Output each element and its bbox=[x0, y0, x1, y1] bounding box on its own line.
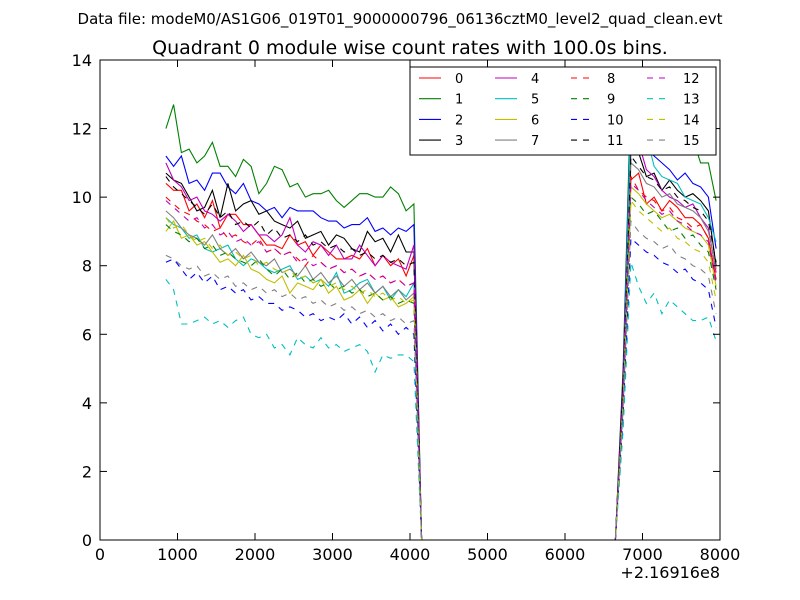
x-tick-label: 7000 bbox=[622, 545, 663, 564]
y-tick-label: 0 bbox=[82, 531, 92, 550]
x-tick-label: 6000 bbox=[545, 545, 586, 564]
series-line-6 bbox=[165, 185, 717, 541]
x-tick-label: 3000 bbox=[312, 545, 353, 564]
chart-title: Quadrant 0 module wise count rates with … bbox=[152, 37, 668, 59]
legend-label: 9 bbox=[607, 93, 615, 108]
x-tick-label: 1000 bbox=[157, 545, 198, 564]
series-line-0 bbox=[165, 172, 717, 541]
legend-label: 15 bbox=[683, 134, 700, 149]
series-line-10 bbox=[165, 237, 717, 541]
series-line-1 bbox=[165, 90, 717, 541]
y-tick-label: 14 bbox=[72, 51, 92, 70]
plot-area bbox=[165, 90, 717, 541]
series-line-13 bbox=[165, 262, 717, 541]
legend-label: 7 bbox=[531, 134, 539, 149]
y-tick-label: 8 bbox=[82, 257, 92, 276]
x-offset-label: +2.16916e8 bbox=[620, 563, 720, 582]
series-line-8 bbox=[165, 174, 717, 541]
legend-label: 4 bbox=[531, 72, 539, 87]
x-tick-label: 0 bbox=[95, 545, 105, 564]
y-tick-label: 6 bbox=[82, 325, 92, 344]
x-tick-label: 2000 bbox=[235, 545, 276, 564]
x-tick-label: 4000 bbox=[390, 545, 431, 564]
series-line-7 bbox=[165, 161, 717, 541]
y-tick-label: 2 bbox=[82, 462, 92, 481]
legend-label: 3 bbox=[455, 134, 463, 149]
series-line-4 bbox=[165, 121, 717, 541]
chart-suptitle: Data file: modeM0/AS1G06_019T01_90000007… bbox=[78, 10, 723, 29]
series-line-2 bbox=[165, 111, 717, 541]
y-tick-label: 12 bbox=[72, 120, 92, 139]
legend-label: 14 bbox=[683, 113, 700, 128]
axes: 0 1000 2000 3000 4000 5000 6000 7000 80000246810… bbox=[72, 51, 741, 564]
legend-label: 6 bbox=[531, 113, 539, 128]
legend-label: 13 bbox=[683, 93, 700, 108]
series-line-14 bbox=[165, 199, 717, 541]
legend-label: 12 bbox=[683, 72, 700, 87]
legend-label: 10 bbox=[607, 113, 624, 128]
series-line-11 bbox=[165, 154, 717, 541]
x-tick-label: 5000 bbox=[467, 545, 508, 564]
legend-label: 2 bbox=[455, 113, 463, 128]
x-tick-label: 8000 bbox=[700, 545, 741, 564]
series-line-9 bbox=[165, 195, 717, 541]
legend-label: 8 bbox=[607, 72, 615, 87]
y-tick-label: 10 bbox=[72, 188, 92, 207]
legend-label: 0 bbox=[455, 72, 463, 87]
y-tick-label: 4 bbox=[82, 394, 92, 413]
legend-label: 11 bbox=[607, 134, 624, 149]
legend-label: 1 bbox=[455, 93, 463, 108]
series-line-12 bbox=[165, 182, 717, 541]
series-line-3 bbox=[165, 148, 717, 541]
legend-label: 5 bbox=[531, 93, 539, 108]
